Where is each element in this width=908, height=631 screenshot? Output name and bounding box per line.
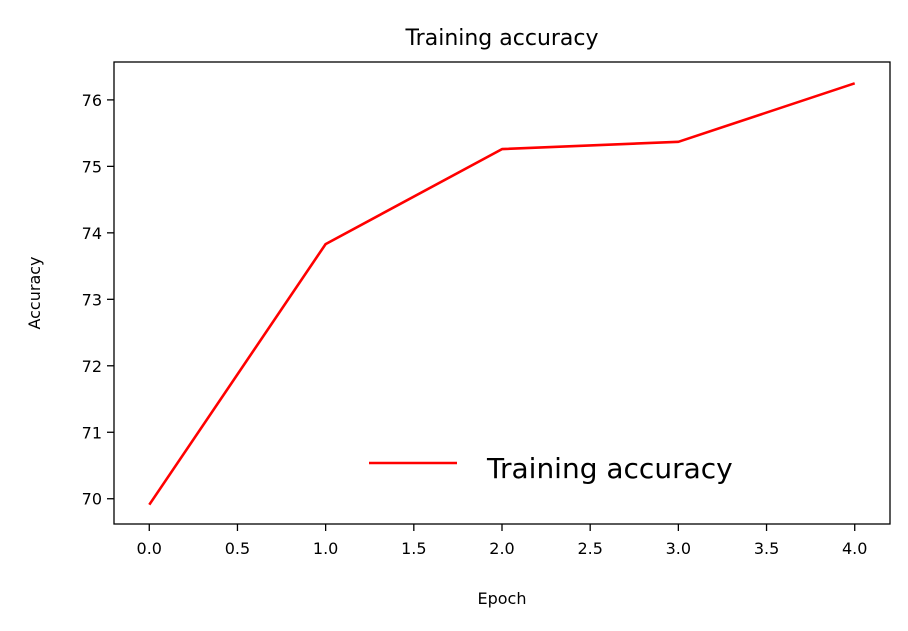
y-tick-label: 72 bbox=[82, 357, 102, 376]
series-line-training-accuracy bbox=[148, 82, 856, 506]
x-tick-label: 0.0 bbox=[137, 539, 162, 558]
x-axis-label: Epoch bbox=[478, 589, 527, 608]
y-tick-label: 73 bbox=[82, 290, 102, 309]
legend-label: Training accuracy bbox=[486, 452, 733, 485]
y-tick-label: 71 bbox=[82, 423, 102, 442]
legend: Training accuracy bbox=[369, 452, 733, 485]
x-tick-label: 3.5 bbox=[754, 539, 779, 558]
y-axis-label: Accuracy bbox=[25, 256, 44, 329]
x-tick-label: 2.5 bbox=[577, 539, 602, 558]
y-tick-label: 75 bbox=[82, 157, 102, 176]
x-tick-label: 0.5 bbox=[225, 539, 250, 558]
x-tick-label: 4.0 bbox=[842, 539, 867, 558]
chart-title: Training accuracy bbox=[404, 26, 598, 51]
y-tick-label: 70 bbox=[82, 490, 102, 509]
x-tick-label: 1.5 bbox=[401, 539, 426, 558]
y-tick-label: 74 bbox=[82, 224, 102, 243]
y-tick-label: 76 bbox=[82, 91, 102, 110]
y-axis-ticks: 70 71 72 73 74 75 76 bbox=[82, 91, 114, 509]
x-tick-label: 3.0 bbox=[666, 539, 691, 558]
x-tick-label: 1.0 bbox=[313, 539, 338, 558]
x-tick-label: 2.0 bbox=[489, 539, 514, 558]
x-axis-ticks: 0.0 0.5 1.0 1.5 2.0 2.5 3.0 3.5 4.0 bbox=[137, 524, 867, 558]
